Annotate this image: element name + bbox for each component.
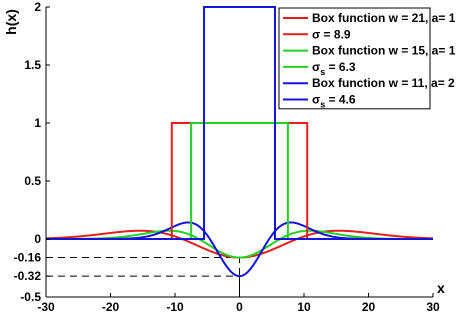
dashed-guide-1 xyxy=(46,275,240,297)
y-tick-label: 1.5 xyxy=(24,58,41,72)
legend-label: Box function w = 21, a= 1 xyxy=(312,11,456,25)
legend-item: Box function w = 15, a= 1 xyxy=(283,44,456,58)
series-line-0 xyxy=(46,122,433,240)
x-tick-label: 20 xyxy=(362,300,376,314)
x-tick-label: 0 xyxy=(236,300,243,314)
legend-item: Box function w = 21, a= 1 xyxy=(283,11,456,25)
legend-item: Box function w = 11, a= 2 xyxy=(283,76,455,90)
y-tick-label: -0.5 xyxy=(20,290,41,304)
legend-item: σs = 4.6 xyxy=(283,93,356,110)
legend-label: Box function w = 15, a= 1 xyxy=(312,44,456,58)
x-tick-label: -10 xyxy=(166,300,184,314)
series-layer xyxy=(45,6,434,278)
legend-box xyxy=(278,7,431,110)
series-line-2 xyxy=(46,6,433,240)
y-tick-label: 1 xyxy=(34,116,41,130)
legend-label: Box function w = 11, a= 2 xyxy=(312,76,455,90)
legend-label: σs = 4.6 xyxy=(312,93,356,110)
ticks: -30 -20 -10 0 10 20 30 -0.5 -0.32 -0.16 0 0.5 1 1.5 2 xyxy=(14,0,440,314)
y-tick-label: 0.5 xyxy=(24,174,41,188)
y-tick-label: 2 xyxy=(34,0,41,14)
legend-label: σ = 8.9 xyxy=(312,27,351,41)
x-axis-label: x xyxy=(437,280,445,296)
x-tick-label: 30 xyxy=(426,300,440,314)
y-tick-label: -0.32 xyxy=(14,269,42,283)
x-tick-label: -30 xyxy=(37,300,55,314)
y-tick-label: -0.16 xyxy=(14,251,42,265)
y-tick-label: 0 xyxy=(34,232,41,246)
dashed-guide-0 xyxy=(46,257,240,297)
legend-item: σs = 6.3 xyxy=(283,60,356,77)
y-axis-label: h(x) xyxy=(3,9,19,35)
series-line-4 xyxy=(45,229,434,259)
series-line-1 xyxy=(46,122,433,240)
x-tick-label: -20 xyxy=(102,300,120,314)
series-line-3 xyxy=(45,229,434,259)
x-tick-label: 10 xyxy=(297,300,311,314)
legend-item: σ = 8.9 xyxy=(283,27,351,41)
legend-label: σs = 6.3 xyxy=(312,60,356,77)
legend: Box function w = 21, a= 1 σ = 8.9 Box func… xyxy=(278,7,456,110)
dashed-guides xyxy=(46,257,240,297)
